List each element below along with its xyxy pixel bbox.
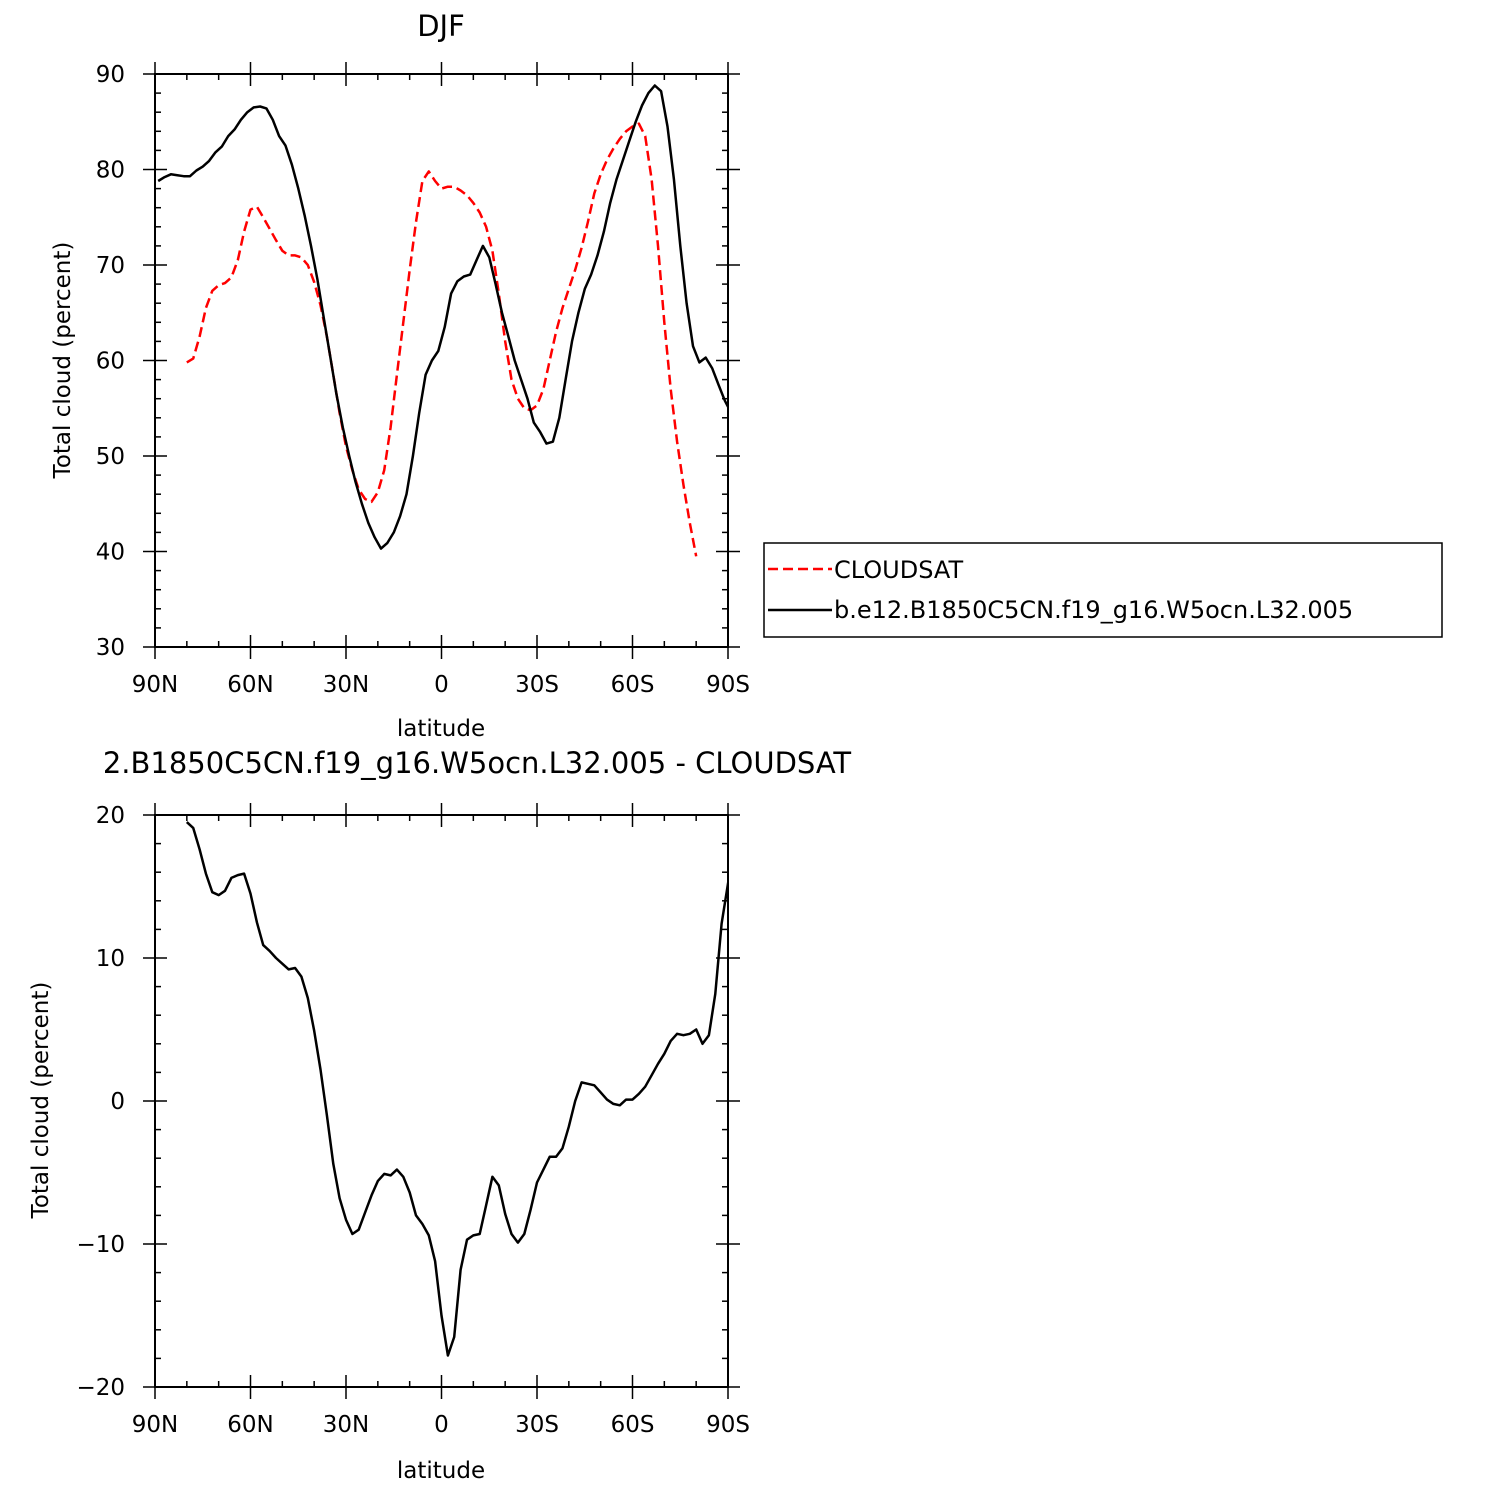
top-chart-panel: DJF 90N 60N 30N 0 30S 60S 90S 30 40 50 60 70 80 90 la… <box>50 9 750 742</box>
bottom-x-tick-label: 0 <box>434 1412 449 1438</box>
top-series-line-0 <box>186 122 698 557</box>
top-x-tick-label: 90S <box>706 672 750 698</box>
top-y-tick-label: 30 <box>96 635 125 661</box>
bottom-chart-panel: 2.B1850C5CN.f19_g16.W5ocn.L32.005 - CLOU… <box>28 746 851 1484</box>
bottom-y-tick-label: 10 <box>96 946 125 972</box>
bottom-series-line-0 <box>185 821 728 1357</box>
top-y-tick-label: 70 <box>96 253 125 279</box>
top-y-tick-label: 90 <box>96 62 125 88</box>
top-plot-frame <box>154 73 729 648</box>
bottom-chart-axes: 90N 60N 30N 0 30S 60S 90S −20 −10 0 10 20 <box>76 803 750 1438</box>
bottom-chart-ylabel: Total cloud (percent) <box>28 982 54 1220</box>
top-x-tick-label: 0 <box>434 672 449 698</box>
legend-label-model: b.e12.B1850C5CN.f19_g16.W5ocn.L32.005 <box>834 596 1353 624</box>
bottom-y-tick-label: 20 <box>96 803 125 829</box>
legend-label-cloudsat: CLOUDSAT <box>834 556 963 584</box>
bottom-x-tick-label: 90S <box>706 1412 750 1438</box>
top-y-tick-label: 60 <box>96 349 125 375</box>
bottom-chart-title: 2.B1850C5CN.f19_g16.W5ocn.L32.005 - CLOU… <box>103 746 852 780</box>
top-chart-ylabel: Total cloud (percent) <box>50 242 76 480</box>
top-x-tick-label: 60S <box>611 672 655 698</box>
bottom-x-tick-label: 60N <box>227 1412 273 1438</box>
top-x-tick-label: 90N <box>132 672 178 698</box>
top-x-tick-label: 30S <box>515 672 559 698</box>
top-chart-series <box>157 84 728 557</box>
bottom-x-tick-label: 60S <box>611 1412 655 1438</box>
top-y-tick-label: 50 <box>96 444 125 470</box>
bottom-x-tick-label: 90N <box>132 1412 178 1438</box>
top-y-tick-label: 40 <box>96 540 125 566</box>
top-x-tick-label: 60N <box>227 672 273 698</box>
bottom-x-tick-label: 30S <box>515 1412 559 1438</box>
top-x-tick-label: 30N <box>323 672 369 698</box>
bottom-y-tick-label: 0 <box>110 1089 125 1115</box>
bottom-chart-xlabel: latitude <box>397 1458 485 1484</box>
bottom-y-tick-label: −10 <box>76 1232 125 1258</box>
bottom-chart-series <box>185 821 728 1357</box>
bottom-x-tick-label: 30N <box>323 1412 369 1438</box>
top-y-tick-label: 80 <box>96 158 125 184</box>
top-chart-title: DJF <box>417 9 465 43</box>
top-chart-axes: 90N 60N 30N 0 30S 60S 90S 30 40 50 60 70 80 90 <box>96 62 750 698</box>
top-series-line-1 <box>157 84 728 550</box>
bottom-y-tick-label: −20 <box>76 1375 125 1401</box>
top-chart-xlabel: latitude <box>397 716 485 742</box>
legend-box <box>763 542 1443 638</box>
bottom-plot-frame <box>154 814 729 1388</box>
top-chart-legend: CLOUDSAT b.e12.B1850C5CN.f19_g16.W5ocn.L… <box>763 542 1443 638</box>
